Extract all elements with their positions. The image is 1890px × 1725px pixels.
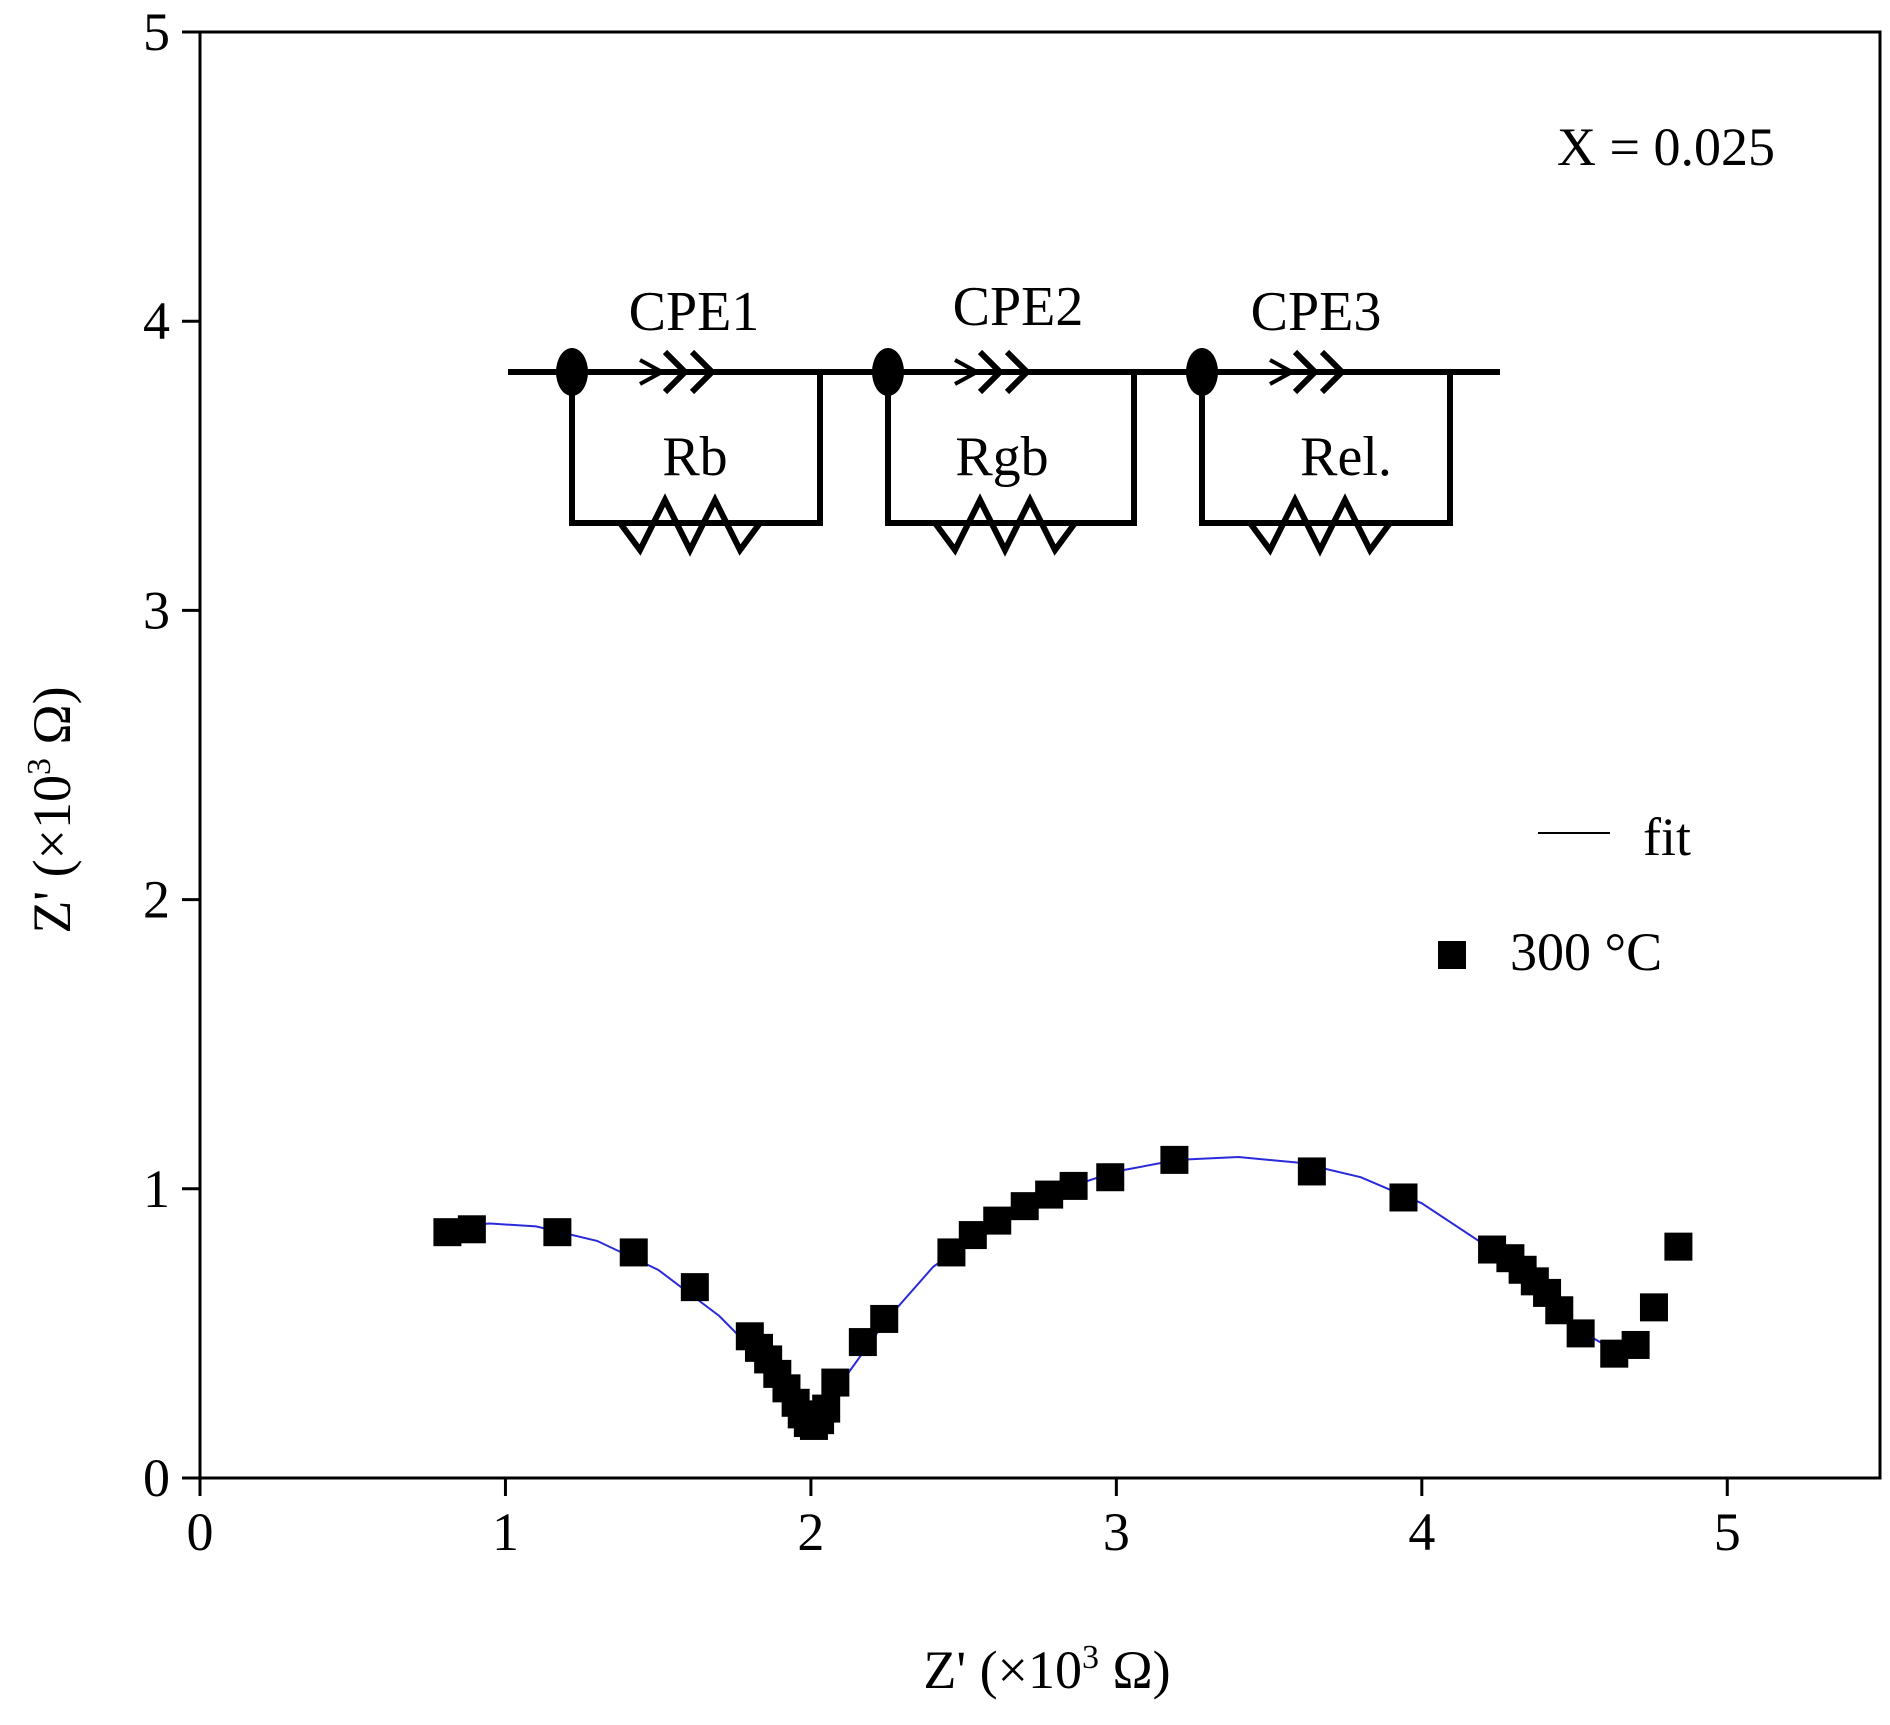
x-tick-label: 4	[1408, 1502, 1435, 1562]
resistor-rel	[1247, 493, 1393, 557]
arrow-1	[639, 358, 667, 386]
x-tick-label: 0	[187, 1502, 214, 1562]
circuit-node-3	[1186, 348, 1218, 396]
cpe-symbol-1	[662, 349, 717, 395]
circuit-node-2	[872, 348, 904, 396]
data-point	[821, 1368, 850, 1397]
data-point	[1639, 1293, 1668, 1322]
legend-data-swatch	[1438, 941, 1466, 969]
data-point	[1297, 1157, 1326, 1186]
arrow-3	[1269, 358, 1297, 386]
legend-data-label: 300 °C	[1510, 922, 1662, 982]
circuit-cpe3-label: CPE3	[1251, 281, 1382, 343]
plot-frame	[198, 30, 1882, 1480]
resistor-rb	[617, 493, 763, 557]
data-point	[1035, 1180, 1064, 1209]
data-point	[433, 1218, 462, 1247]
circuit-cpe1-label: CPE1	[629, 281, 760, 343]
data-point	[680, 1273, 709, 1302]
circuit-loop-3	[1199, 372, 1453, 526]
axis-ticks	[182, 30, 1729, 1496]
tick-labels: 0 1 2 3 4 5 0 1 2 3 4 5	[143, 2, 1741, 1562]
data-point	[1096, 1163, 1125, 1192]
circuit-node-1	[556, 348, 588, 396]
data-point	[1664, 1232, 1693, 1261]
fit-line	[447, 1155, 1621, 1428]
cpe-symbol-3	[1292, 349, 1347, 395]
y-tick-label: 4	[143, 291, 170, 351]
composition-annotation: X = 0.025	[1557, 117, 1775, 177]
data-point	[543, 1218, 572, 1247]
data-point	[958, 1221, 987, 1250]
y-axis-title: Z' (×103 Ω)	[21, 686, 82, 933]
data-point	[812, 1394, 841, 1423]
circuit-cpe2-label: CPE2	[953, 276, 1084, 338]
circuit-loop-1	[569, 372, 823, 526]
circuit-loop-2	[885, 372, 1137, 526]
y-tick-label: 5	[143, 2, 170, 62]
x-tick-label: 1	[492, 1502, 519, 1562]
y-tick-label: 3	[143, 580, 170, 640]
equivalent-circuit	[508, 349, 1500, 557]
data-point	[1566, 1319, 1595, 1348]
cpe-symbol-2	[977, 349, 1032, 395]
data-point	[619, 1238, 648, 1267]
x-tick-label: 3	[1103, 1502, 1130, 1562]
data-point	[457, 1215, 486, 1244]
y-tick-label: 1	[143, 1159, 170, 1219]
data-point	[1621, 1330, 1650, 1359]
data-markers	[433, 1145, 1693, 1440]
y-tick-label: 0	[143, 1448, 170, 1508]
data-point	[983, 1206, 1012, 1235]
data-point	[1059, 1171, 1088, 1200]
circuit-rb-label: Rb	[662, 426, 727, 488]
data-point	[1160, 1145, 1189, 1174]
data-point	[1389, 1183, 1418, 1212]
y-tick-label: 2	[143, 870, 170, 930]
circuit-rel-label: Rel.	[1300, 426, 1392, 488]
data-point	[870, 1304, 899, 1333]
data-point	[1010, 1192, 1039, 1221]
x-axis-title: Z' (×103 Ω)	[923, 1639, 1170, 1700]
x-tick-label: 2	[797, 1502, 824, 1562]
resistor-rgb	[932, 493, 1078, 557]
legend-fit-label: fit	[1643, 807, 1691, 867]
x-tick-label: 5	[1714, 1502, 1741, 1562]
arrow-2	[954, 358, 982, 386]
circuit-rgb-label: Rgb	[955, 426, 1048, 488]
